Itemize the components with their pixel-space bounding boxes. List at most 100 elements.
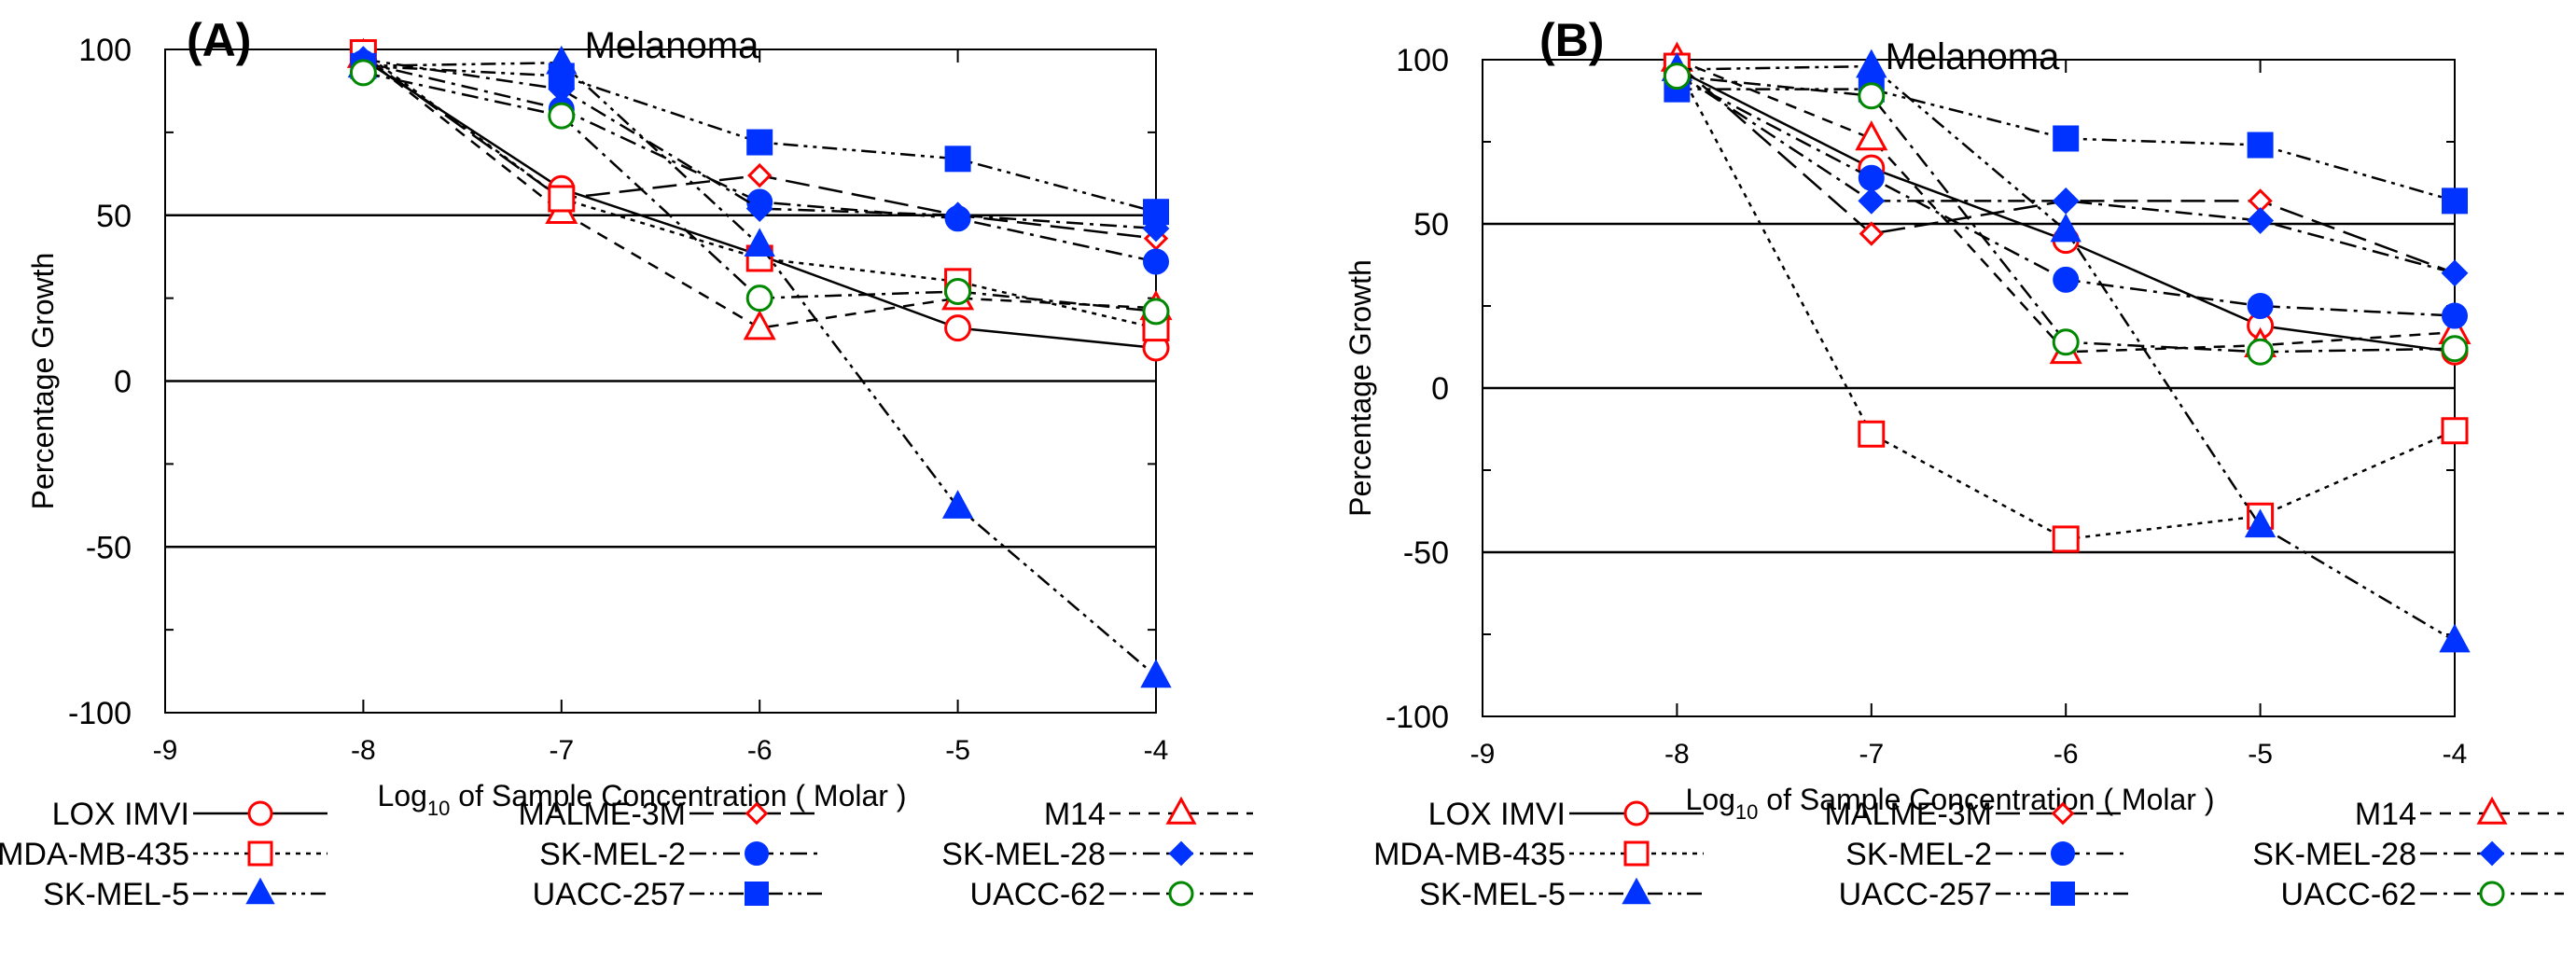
data-point-m14 — [743, 310, 776, 340]
y-tick-label: 100 — [1396, 43, 1449, 78]
legend-item-mda-mb-435: MDA-MB-435 — [0, 837, 327, 872]
legend-marker — [1623, 840, 1650, 867]
legend-marker — [745, 882, 769, 906]
data-point-sk-mel-28 — [1858, 187, 1886, 215]
legend-label: M14 — [1044, 797, 1106, 832]
legend-label: SK-MEL-28 — [941, 837, 1106, 872]
legend-label: MALME-3M — [1825, 797, 1992, 832]
data-point-uacc-62 — [349, 59, 377, 87]
legend-marker — [1168, 881, 1194, 907]
x-tick-label: -9 — [153, 735, 178, 766]
data-point-uacc-62 — [1663, 62, 1691, 90]
data-point-sk-mel-2 — [2053, 266, 2080, 293]
legend-marker — [1165, 796, 1197, 825]
legend-item-sk-mel-2: SK-MEL-2 — [539, 837, 824, 872]
legend-item-sk-mel-5: SK-MEL-5 — [43, 877, 327, 912]
legend-item-sk-mel-28: SK-MEL-28 — [941, 837, 1253, 872]
data-point-uacc-62 — [944, 278, 972, 306]
legend-label: SK-MEL-2 — [1845, 837, 1992, 872]
data-point-sk-mel-2 — [2247, 293, 2274, 319]
x-axis-label: Log10 of Sample Concentration ( Molar ) — [1686, 783, 2215, 824]
legend-label: SK-MEL-5 — [1419, 877, 1566, 912]
x-tick-label: -6 — [2054, 739, 2079, 770]
legend-label: MDA-MB-435 — [1373, 837, 1566, 872]
legend-item-uacc-257: UACC-257 — [1839, 877, 2130, 912]
data-point-uacc-257 — [2442, 187, 2468, 215]
data-point-sk-mel-5 — [1140, 659, 1172, 688]
y-axis-label: Percentage Growth — [26, 253, 60, 510]
x-tick-label: -8 — [1664, 739, 1690, 770]
data-point-uacc-257 — [2053, 125, 2080, 152]
legend-label: UACC-257 — [1839, 877, 1992, 912]
data-point-sk-mel-28 — [2441, 259, 2469, 287]
legend-item-uacc-62: UACC-62 — [2281, 877, 2564, 912]
legend-label: MDA-MB-435 — [0, 837, 189, 872]
series-line-sk-mel-5 — [1677, 64, 2456, 643]
data-point-sk-mel-5 — [1856, 49, 1887, 78]
legend-item-m14: M14 — [2355, 796, 2564, 832]
y-tick-label: 0 — [1431, 371, 1449, 407]
legend-marker — [2051, 882, 2075, 906]
x-tick-label: -4 — [1144, 735, 1169, 766]
data-point-malme-3m — [747, 162, 773, 188]
chart-panel-a: (A) Melanoma -100 -50 0 50 100 -9 -8 -7 -6 -5 -4 Log1… — [26, 14, 1173, 820]
data-point-sk-mel-28 — [2052, 187, 2080, 215]
data-point-uacc-62 — [2441, 335, 2469, 363]
x-axis-label-subscript: 10 — [1735, 800, 1758, 824]
legend-item-sk-mel-28: SK-MEL-28 — [2252, 837, 2564, 872]
data-point-sk-mel-5 — [2439, 623, 2471, 653]
legend-item-sk-mel-2: SK-MEL-2 — [1845, 837, 2130, 872]
chart-title: Melanoma — [1886, 36, 2061, 77]
x-axis-label-log: Log — [1686, 783, 1735, 816]
legend-item-uacc-62: UACC-62 — [970, 877, 1253, 912]
data-point-sk-mel-5 — [2244, 508, 2277, 538]
legend-a: LOX IMVI MALME-3M M14 MDA-MB-435 SK-MEL-2 SK-… — [0, 796, 1253, 912]
data-point-uacc-62 — [745, 285, 773, 312]
data-point-sk-mel-28 — [2247, 207, 2275, 234]
data-point-sk-mel-2 — [1858, 164, 1885, 191]
series-line-sk-mel-5 — [363, 61, 1157, 677]
data-point-uacc-257 — [548, 62, 575, 90]
x-tick-label: -5 — [945, 735, 970, 766]
y-tick-label: -50 — [86, 530, 132, 565]
legend-label: UACC-257 — [533, 877, 686, 912]
data-point-uacc-62 — [1858, 82, 1886, 110]
legend-label: M14 — [2355, 797, 2416, 832]
data-point-sk-mel-5 — [941, 490, 974, 519]
series-line-sk-mel-28 — [363, 58, 1157, 230]
data-point-uacc-62 — [2052, 328, 2080, 356]
x-tick-label: -9 — [1470, 739, 1496, 770]
legend-item-malme-3m: MALME-3M — [1825, 797, 2130, 832]
legend-label: MALME-3M — [519, 797, 686, 832]
data-point-uacc-257 — [2247, 132, 2274, 159]
series-line-uacc-257 — [363, 64, 1157, 214]
legend-label: SK-MEL-2 — [539, 837, 686, 872]
data-point-m14 — [1855, 120, 1888, 151]
x-tick-label: -8 — [351, 735, 376, 766]
legend-marker — [1168, 840, 1194, 867]
panel-label: (A) — [187, 14, 251, 66]
legend-item-uacc-257: UACC-257 — [533, 877, 824, 912]
data-point-sk-mel-5 — [744, 228, 775, 257]
y-tick-label: 100 — [78, 33, 132, 68]
y-tick-label: -100 — [1385, 700, 1449, 735]
legend-marker — [245, 877, 275, 905]
legend-marker — [247, 840, 273, 867]
legend-item-lox-imvi: LOX IMVI — [1428, 797, 1704, 832]
legend-marker — [2476, 796, 2508, 825]
legend-label: LOX IMVI — [52, 797, 189, 832]
legend-marker — [745, 801, 769, 826]
legend-label: SK-MEL-5 — [43, 877, 189, 912]
legend-label: SK-MEL-28 — [2252, 837, 2416, 872]
panel-label: (B) — [1539, 14, 1604, 66]
data-point-malme-3m — [1859, 221, 1884, 246]
x-axis-label: Log10 of Sample Concentration ( Molar ) — [378, 779, 907, 820]
legend-item-m14: M14 — [1044, 796, 1253, 832]
legend-item-lox-imvi: LOX IMVI — [52, 797, 327, 832]
chart-title: Melanoma — [585, 25, 760, 66]
legend-marker — [2479, 840, 2505, 867]
y-tick-label: -100 — [68, 696, 132, 731]
data-point-sk-mel-2 — [2442, 302, 2468, 329]
x-tick-label: -5 — [2248, 739, 2273, 770]
